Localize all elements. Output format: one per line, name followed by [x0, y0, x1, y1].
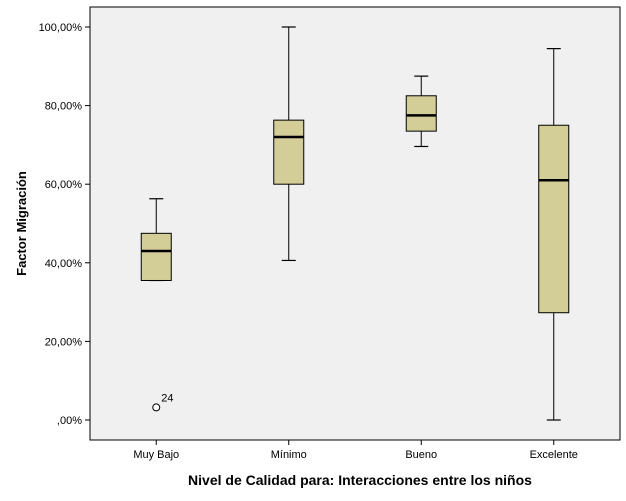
y-tick-label: ,00%	[57, 415, 82, 427]
x-tick-label: Mínimo	[271, 449, 307, 461]
y-axis-title: Factor Migración	[14, 171, 29, 276]
box-3	[405, 75, 437, 148]
box-2	[273, 26, 305, 262]
x-tick-label: Excelente	[530, 449, 578, 461]
y-tick-label: 80,00%	[45, 101, 83, 113]
iqr-box	[140, 232, 172, 281]
x-axis-title: Nivel de Calidad para: Interacciones ent…	[188, 472, 532, 488]
box-1: 24	[140, 198, 174, 412]
y-tick-label: 40,00%	[45, 258, 83, 270]
iqr-box	[538, 124, 570, 314]
iqr-box	[405, 95, 437, 132]
boxes: 24	[140, 26, 570, 421]
x-axis: Muy Bajo Mínimo Bueno Excelente	[133, 440, 578, 461]
box-4	[538, 48, 570, 421]
y-tick-label: 20,00%	[45, 336, 83, 348]
y-tick-label: 60,00%	[45, 179, 83, 191]
x-tick-label: Bueno	[405, 449, 437, 461]
y-axis: ,00% 20,00% 40,00% 60,00% 80,00% 100,00%	[39, 22, 90, 427]
outlier-point	[152, 403, 161, 412]
outlier-label: 24	[161, 392, 173, 404]
plot-area	[89, 6, 621, 441]
y-tick-label: 100,00%	[39, 22, 83, 34]
x-tick-label: Muy Bajo	[133, 449, 179, 461]
iqr-box	[273, 119, 305, 185]
